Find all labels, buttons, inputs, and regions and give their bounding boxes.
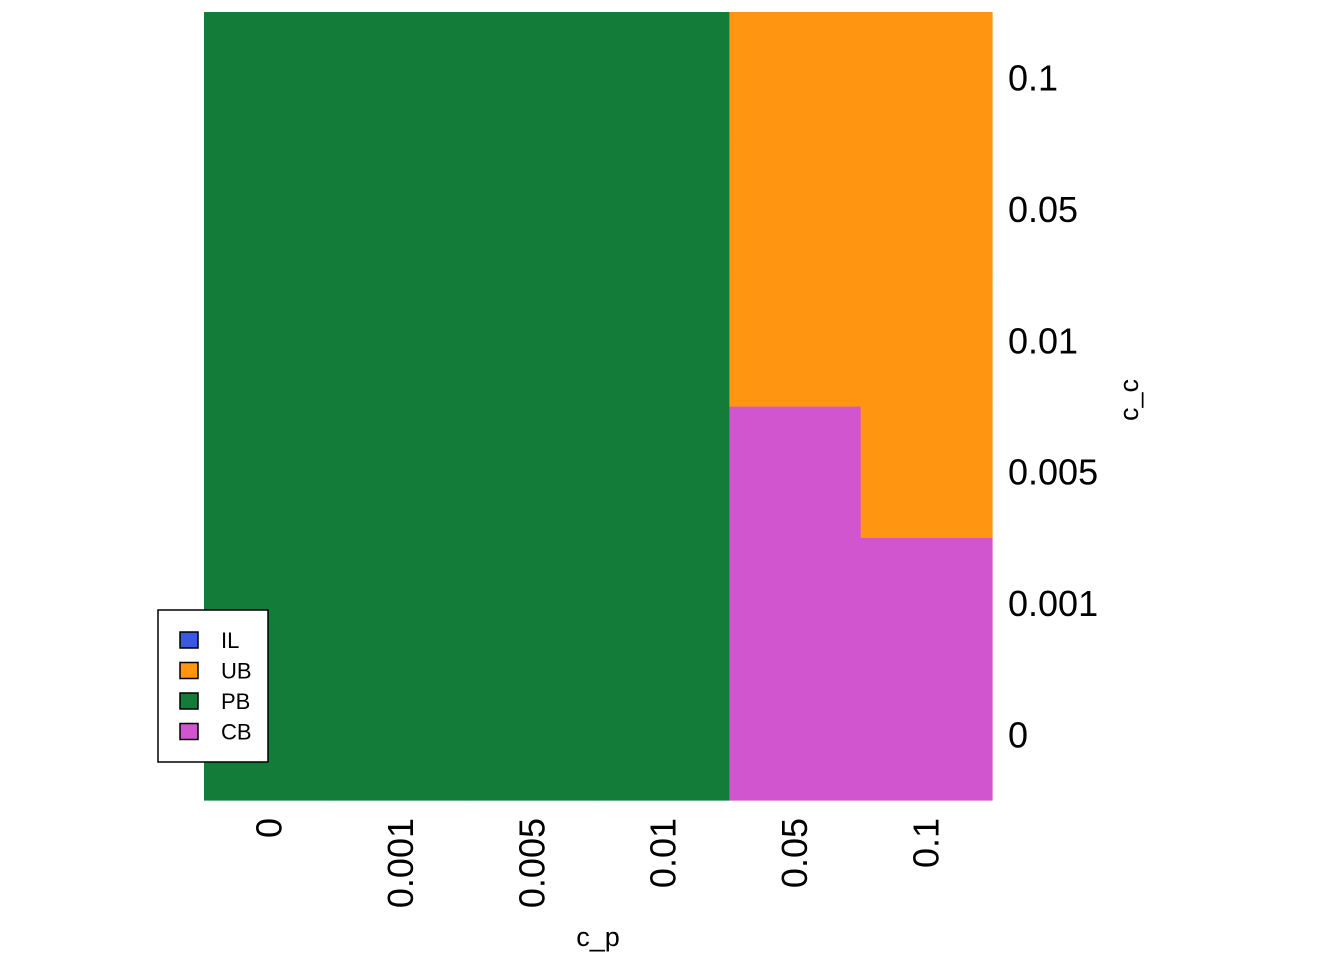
heatmap-cell-cb — [729, 668, 862, 801]
heatmap-cell-cb — [729, 537, 862, 670]
heatmap-cells — [204, 12, 993, 801]
heatmap-cell-pb — [466, 274, 599, 407]
heatmap-cell-pb — [598, 274, 730, 407]
heatmap-cell-ub — [729, 274, 862, 407]
legend: IL UB PB CB — [157, 609, 269, 763]
heatmap-cell-pb — [335, 406, 468, 538]
x-axis-title: c_p — [576, 922, 620, 952]
heatmap-cell-pb — [598, 12, 730, 144]
heatmap-cell-pb — [335, 143, 468, 276]
heatmap-cell-ub — [729, 143, 862, 276]
heatmap-cell-cb — [860, 537, 993, 670]
heatmap-cell-ub — [860, 274, 993, 407]
x-tick-label: 0.005 — [511, 818, 552, 908]
heatmap-cell-ub — [860, 143, 993, 276]
heatmap-cell-pb — [598, 668, 730, 801]
heatmap-cell-pb — [598, 143, 730, 276]
heatmap-cell-pb — [204, 143, 336, 276]
legend-box — [157, 609, 269, 763]
legend-label-ub: UB — [221, 659, 252, 684]
y-tick-label: 0.001 — [1008, 583, 1098, 624]
x-tick-label: 0 — [249, 818, 290, 838]
legend-swatch-cb — [179, 722, 199, 741]
heatmap-cell-ub — [860, 406, 993, 538]
heatmap-cell-cb — [860, 668, 993, 801]
heatmap-cell-pb — [335, 537, 468, 670]
legend-swatch-ub — [179, 661, 199, 680]
legend-label-pb: PB — [221, 689, 250, 714]
heatmap-cell-pb — [466, 668, 599, 801]
y-tick-label: 0.01 — [1008, 320, 1078, 361]
x-tick-label: 0.01 — [643, 818, 684, 888]
heatmap-cell-cb — [729, 406, 862, 538]
x-tick-labels: 0 0.001 0.005 0.01 0.05 0.1 — [249, 818, 947, 908]
heatmap-cell-pb — [335, 12, 468, 144]
legend-swatch-pb — [179, 692, 199, 710]
legend-label-cb: CB — [221, 720, 252, 745]
heatmap-cell-pb — [335, 668, 468, 801]
y-tick-labels: 0 0.001 0.005 0.01 0.05 0.1 — [1008, 58, 1098, 756]
heatmap-cell-pb — [466, 406, 599, 538]
y-tick-label: 0.005 — [1008, 452, 1098, 493]
heatmap-cell-pb — [598, 406, 730, 538]
y-tick-label: 0.05 — [1008, 189, 1078, 230]
heatmap-cell-pb — [598, 537, 730, 670]
legend-label-il: IL — [221, 628, 239, 653]
heatmap-cell-pb — [204, 406, 336, 538]
heatmap-cell-pb — [466, 537, 599, 670]
y-tick-label: 0.1 — [1008, 58, 1058, 99]
heatmap-cell-ub — [860, 12, 993, 144]
heatmap-cell-pb — [466, 12, 599, 144]
legend-items: IL UB PB CB — [179, 628, 252, 745]
y-axis-title: c_c — [1114, 379, 1144, 421]
heatmap-cell-pb — [335, 274, 468, 407]
heatmap-cell-pb — [466, 143, 599, 276]
x-tick-label: 0.1 — [905, 818, 946, 868]
heatmap-cell-ub — [729, 12, 862, 144]
heatmap-cell-pb — [204, 12, 336, 144]
heatmap-cell-pb — [204, 274, 336, 407]
x-tick-label: 0.05 — [774, 818, 815, 888]
legend-swatch-il — [179, 631, 199, 649]
y-tick-label: 0 — [1008, 714, 1028, 755]
x-tick-label: 0.001 — [380, 818, 421, 908]
